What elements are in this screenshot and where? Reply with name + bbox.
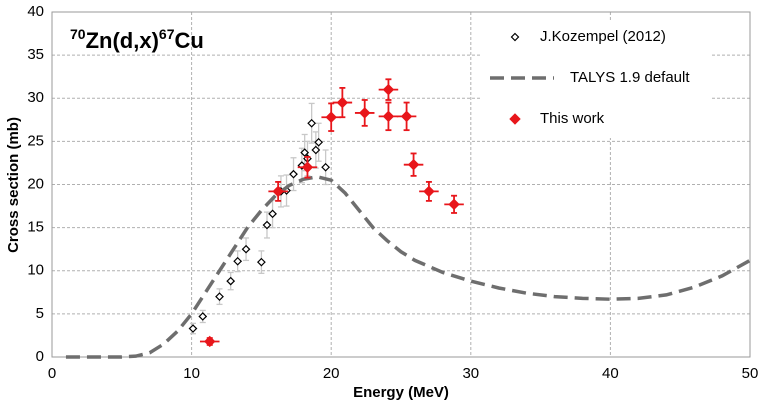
marker (268, 209, 277, 219)
legend-swatch (510, 32, 520, 42)
title-target: Zn(d,x) (86, 28, 159, 53)
marker (336, 96, 349, 109)
marker (407, 158, 420, 171)
y-tick-label: 30 (27, 89, 44, 106)
marker (289, 169, 298, 179)
x-tick-label: 0 (48, 365, 56, 382)
y-tick-label: 15 (27, 219, 44, 236)
legend-label: This work (540, 110, 605, 127)
marker (314, 137, 323, 147)
marker (262, 220, 272, 230)
x-tick-label: 40 (602, 365, 619, 382)
plot-border (51, 11, 751, 358)
x-tick-label: 20 (323, 365, 340, 382)
marker (358, 107, 371, 119)
marker (382, 83, 395, 96)
title-product-mass: 67 (159, 26, 175, 42)
y-tick-label: 25 (27, 132, 44, 149)
x-tick-label: 30 (462, 365, 479, 382)
title-product: Cu (174, 28, 203, 53)
marker (325, 111, 337, 123)
title-target-mass: 70 (70, 26, 86, 42)
legend-label: J.Kozempel (2012) (540, 28, 666, 45)
y-tick-label: 40 (27, 3, 44, 20)
marker (257, 257, 266, 267)
marker (188, 324, 198, 333)
marker (241, 244, 251, 254)
marker (423, 185, 435, 198)
marker (215, 292, 224, 301)
line (65, 174, 751, 359)
marker (233, 256, 243, 266)
x-tick-label: 10 (183, 365, 200, 382)
x-axis-label: Energy (MeV) (353, 384, 449, 401)
marker (301, 161, 314, 173)
marker (198, 312, 208, 321)
marker (204, 335, 216, 348)
marker (226, 276, 236, 286)
marker (307, 118, 317, 128)
marker (382, 110, 395, 123)
marker (321, 162, 330, 172)
y-tick-label: 20 (27, 175, 44, 192)
marker (272, 185, 284, 198)
x-tick-label: 50 (742, 365, 759, 382)
y-tick-label: 35 (27, 46, 44, 63)
chart-title: 70Zn(d,x)67Cu (70, 26, 204, 53)
y-axis-label: Cross section (mb) (5, 117, 22, 253)
marker (448, 198, 460, 211)
legend-swatch (509, 113, 521, 125)
y-tick-label: 10 (27, 262, 44, 279)
y-tick-label: 0 (36, 348, 44, 365)
marker (400, 110, 413, 123)
marker (311, 145, 321, 155)
y-tick-label: 5 (36, 305, 44, 322)
legend-label: TALYS 1.9 default (570, 69, 690, 86)
